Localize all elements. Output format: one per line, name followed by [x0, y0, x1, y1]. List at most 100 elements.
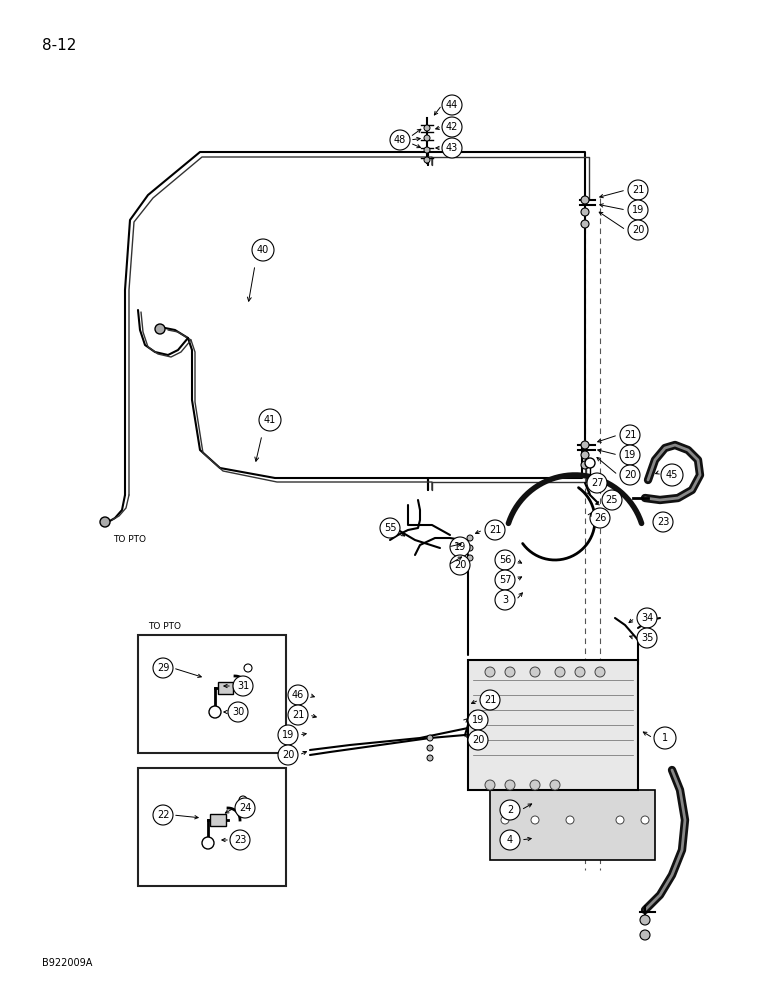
Text: 20: 20: [624, 470, 636, 480]
Text: 21: 21: [489, 525, 501, 535]
Circle shape: [501, 816, 509, 824]
Circle shape: [640, 915, 650, 925]
Circle shape: [620, 425, 640, 445]
Bar: [138, 635, 286, 753]
Text: 35: 35: [641, 633, 653, 643]
Text: 55: 55: [384, 523, 396, 533]
Circle shape: [153, 658, 173, 678]
Text: 46: 46: [292, 690, 304, 700]
Circle shape: [590, 508, 610, 528]
Bar: [138, 768, 286, 886]
Text: 56: 56: [499, 555, 511, 565]
Text: 22: 22: [157, 810, 169, 820]
Bar: [218, 682, 233, 694]
Text: 48: 48: [394, 135, 406, 145]
Circle shape: [427, 755, 433, 761]
Circle shape: [230, 830, 250, 850]
Circle shape: [259, 409, 281, 431]
Circle shape: [424, 147, 430, 153]
Text: 20: 20: [631, 225, 644, 235]
Text: 30: 30: [232, 707, 244, 717]
Text: 21: 21: [631, 185, 644, 195]
Circle shape: [235, 798, 255, 818]
Bar: [490, 790, 655, 860]
Circle shape: [531, 816, 539, 824]
Circle shape: [288, 685, 308, 705]
Circle shape: [468, 730, 488, 750]
Circle shape: [252, 239, 274, 261]
Text: 25: 25: [606, 495, 618, 505]
Text: 23: 23: [234, 835, 246, 845]
Circle shape: [424, 125, 430, 131]
Text: 19: 19: [454, 542, 466, 552]
Circle shape: [654, 727, 676, 749]
Circle shape: [641, 816, 649, 824]
Text: 27: 27: [591, 478, 603, 488]
Circle shape: [581, 461, 589, 469]
Text: 45: 45: [665, 470, 678, 480]
Circle shape: [595, 667, 605, 677]
Circle shape: [581, 220, 589, 228]
Circle shape: [209, 706, 221, 718]
Text: 20: 20: [282, 750, 294, 760]
Circle shape: [427, 735, 433, 741]
Text: 43: 43: [446, 143, 458, 153]
Circle shape: [500, 830, 520, 850]
Text: 26: 26: [594, 513, 606, 523]
Circle shape: [581, 441, 589, 449]
Circle shape: [228, 702, 248, 722]
Circle shape: [202, 837, 214, 849]
Text: 1: 1: [662, 733, 668, 743]
Circle shape: [628, 200, 648, 220]
Circle shape: [566, 816, 574, 824]
Text: 21: 21: [624, 430, 636, 440]
Circle shape: [620, 445, 640, 465]
Circle shape: [467, 555, 473, 561]
Circle shape: [637, 628, 657, 648]
Circle shape: [100, 517, 110, 527]
Text: 24: 24: [239, 803, 251, 813]
Circle shape: [581, 196, 589, 204]
Circle shape: [555, 667, 565, 677]
Text: 40: 40: [257, 245, 269, 255]
Circle shape: [640, 930, 650, 940]
Circle shape: [628, 180, 648, 200]
Circle shape: [424, 135, 430, 141]
Text: B922009A: B922009A: [42, 958, 93, 968]
Circle shape: [581, 208, 589, 216]
Circle shape: [585, 458, 595, 468]
Circle shape: [653, 512, 673, 532]
Text: 34: 34: [641, 613, 653, 623]
Circle shape: [628, 220, 648, 240]
Circle shape: [505, 667, 515, 677]
Circle shape: [155, 324, 165, 334]
Circle shape: [450, 555, 470, 575]
Text: TO PTO: TO PTO: [148, 622, 181, 631]
Circle shape: [602, 490, 622, 510]
Circle shape: [450, 537, 470, 557]
Circle shape: [495, 570, 515, 590]
Circle shape: [575, 667, 585, 677]
Text: 19: 19: [282, 730, 294, 740]
Text: 19: 19: [472, 715, 484, 725]
Circle shape: [467, 545, 473, 551]
Text: 31: 31: [237, 681, 249, 691]
Text: 57: 57: [499, 575, 511, 585]
Circle shape: [616, 816, 624, 824]
Circle shape: [530, 667, 540, 677]
Circle shape: [233, 676, 253, 696]
Circle shape: [442, 95, 462, 115]
Circle shape: [278, 725, 298, 745]
Circle shape: [244, 664, 252, 672]
Text: 19: 19: [631, 205, 644, 215]
Circle shape: [442, 138, 462, 158]
Circle shape: [550, 780, 560, 790]
Circle shape: [480, 690, 500, 710]
Text: 3: 3: [502, 595, 508, 605]
Circle shape: [637, 608, 657, 628]
Circle shape: [380, 518, 400, 538]
Circle shape: [587, 473, 607, 493]
Text: 44: 44: [446, 100, 458, 110]
Circle shape: [467, 535, 473, 541]
Text: 2: 2: [507, 805, 513, 815]
